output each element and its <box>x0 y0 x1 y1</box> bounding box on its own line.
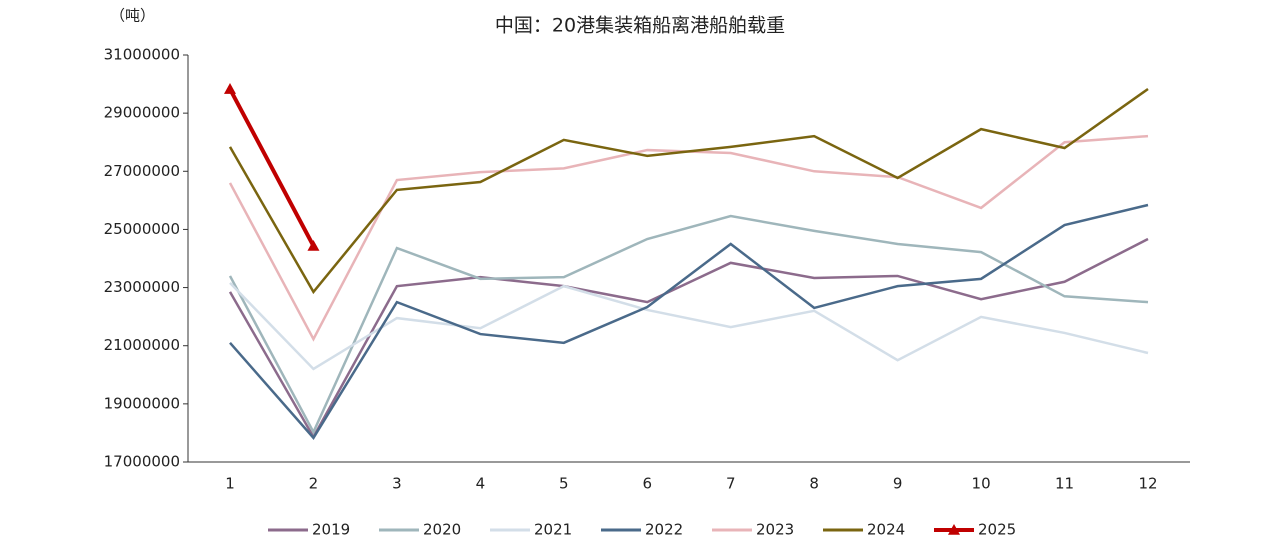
x-tick-label: 6 <box>642 475 652 493</box>
line-series <box>228 214 1149 435</box>
legend-label: 2023 <box>756 521 794 539</box>
line-series <box>228 87 1149 295</box>
y-axis-label: （吨） <box>110 7 155 25</box>
x-tick-label: 5 <box>559 475 569 493</box>
y-tick-label: 21000000 <box>104 336 180 354</box>
legend-label: 2019 <box>312 521 350 539</box>
line-series <box>228 134 1149 342</box>
y-tick-label: 27000000 <box>104 162 180 180</box>
line-series <box>229 203 1149 440</box>
chart-title: 中国：20港集装箱船离港船舶载重 <box>495 15 785 37</box>
line-series <box>228 88 316 247</box>
y-tick-label: 25000000 <box>104 220 180 238</box>
point-marker <box>224 83 236 94</box>
x-tick-label: 11 <box>1055 475 1074 493</box>
legend-label: 2024 <box>867 521 905 539</box>
y-tick-label: 19000000 <box>104 394 180 412</box>
y-tick-label: 17000000 <box>104 453 180 471</box>
y-tick-label: 23000000 <box>104 278 180 296</box>
y-tick-label: 31000000 <box>104 46 180 64</box>
line-series <box>228 237 1149 440</box>
legend-marker <box>948 524 960 535</box>
legend-label: 2025 <box>978 521 1016 539</box>
legend-label: 2022 <box>645 521 683 539</box>
legend-label: 2021 <box>534 521 572 539</box>
x-tick-label: 12 <box>1138 475 1157 493</box>
point-marker <box>307 239 320 251</box>
x-tick-label: 7 <box>726 475 736 493</box>
legend-label: 2020 <box>423 521 461 539</box>
x-tick-label: 10 <box>972 475 991 493</box>
y-tick-label: 29000000 <box>104 104 180 122</box>
x-tick-label: 1 <box>225 475 235 493</box>
line-series <box>229 282 1149 371</box>
x-tick-label: 2 <box>309 475 319 493</box>
x-tick-label: 3 <box>392 475 402 493</box>
x-tick-label: 8 <box>809 475 819 493</box>
x-tick-label: 9 <box>893 475 903 493</box>
x-tick-label: 4 <box>476 475 486 493</box>
